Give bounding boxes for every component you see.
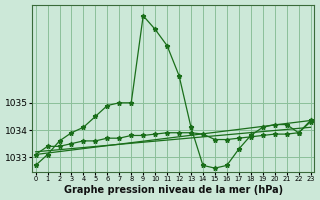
X-axis label: Graphe pression niveau de la mer (hPa): Graphe pression niveau de la mer (hPa)	[63, 185, 283, 195]
